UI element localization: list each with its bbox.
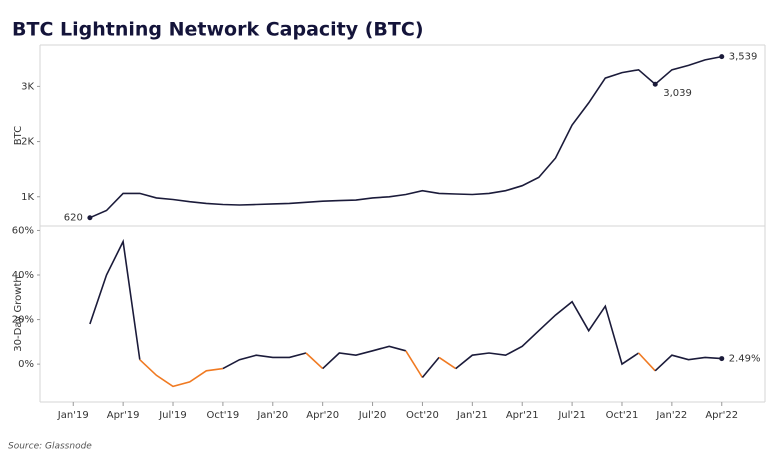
data-line: [322, 345, 407, 370]
data-line: [405, 350, 424, 378]
point-marker: [87, 215, 93, 221]
x-tick-label: Apr'21: [506, 410, 539, 421]
x-tick-label: Jan'20: [256, 410, 288, 421]
x-tick-label: Apr'20: [306, 410, 339, 421]
x-tick-label: Jul'20: [358, 410, 387, 421]
data-label: 3,539: [729, 52, 758, 63]
y-axis-title: BTC: [13, 126, 24, 145]
x-tick-label: Apr'19: [107, 410, 140, 421]
y-axis-title: 30-Day Growth: [13, 276, 24, 351]
data-line: [654, 354, 722, 372]
x-tick-label: Oct'20: [406, 410, 439, 421]
x-tick-label: Jul'21: [557, 410, 586, 421]
data-line: [455, 300, 640, 370]
x-tick-label: Oct'19: [207, 410, 240, 421]
data-line: [89, 238, 141, 360]
y-tick-label: 0%: [18, 359, 34, 370]
data-line: [139, 359, 224, 388]
x-tick-label: Jan'19: [57, 410, 89, 421]
data-line: [421, 356, 440, 379]
data-line: [438, 356, 457, 370]
x-tick-label: Jan'21: [456, 410, 488, 421]
x-tick-label: Jan'22: [655, 410, 687, 421]
x-tick-label: Oct'21: [606, 410, 639, 421]
x-tick-label: Jul'19: [158, 410, 187, 421]
y-tick-label: 3K: [21, 81, 34, 92]
y-tick-label: 40%: [12, 270, 34, 281]
data-line: [305, 352, 324, 370]
x-tick-label: Apr'22: [705, 410, 738, 421]
data-line: [638, 352, 656, 372]
y-tick-label: 1K: [21, 192, 34, 203]
y-tick-label: 20%: [12, 315, 34, 326]
chart-title: BTC Lightning Network Capacity (BTC): [12, 19, 424, 41]
data-line: [222, 352, 307, 370]
point-marker: [719, 356, 725, 362]
point-marker: [652, 81, 658, 87]
y-tick-label: 60%: [12, 225, 34, 236]
y-tick-label: 2K: [21, 137, 34, 148]
data-label: 620: [64, 213, 83, 224]
source-note: Source: Glassnode: [8, 442, 92, 452]
data-label: 2.49%: [729, 354, 761, 365]
data-label: 3,039: [663, 88, 692, 99]
data-line: [89, 55, 722, 219]
point-marker: [719, 54, 725, 60]
